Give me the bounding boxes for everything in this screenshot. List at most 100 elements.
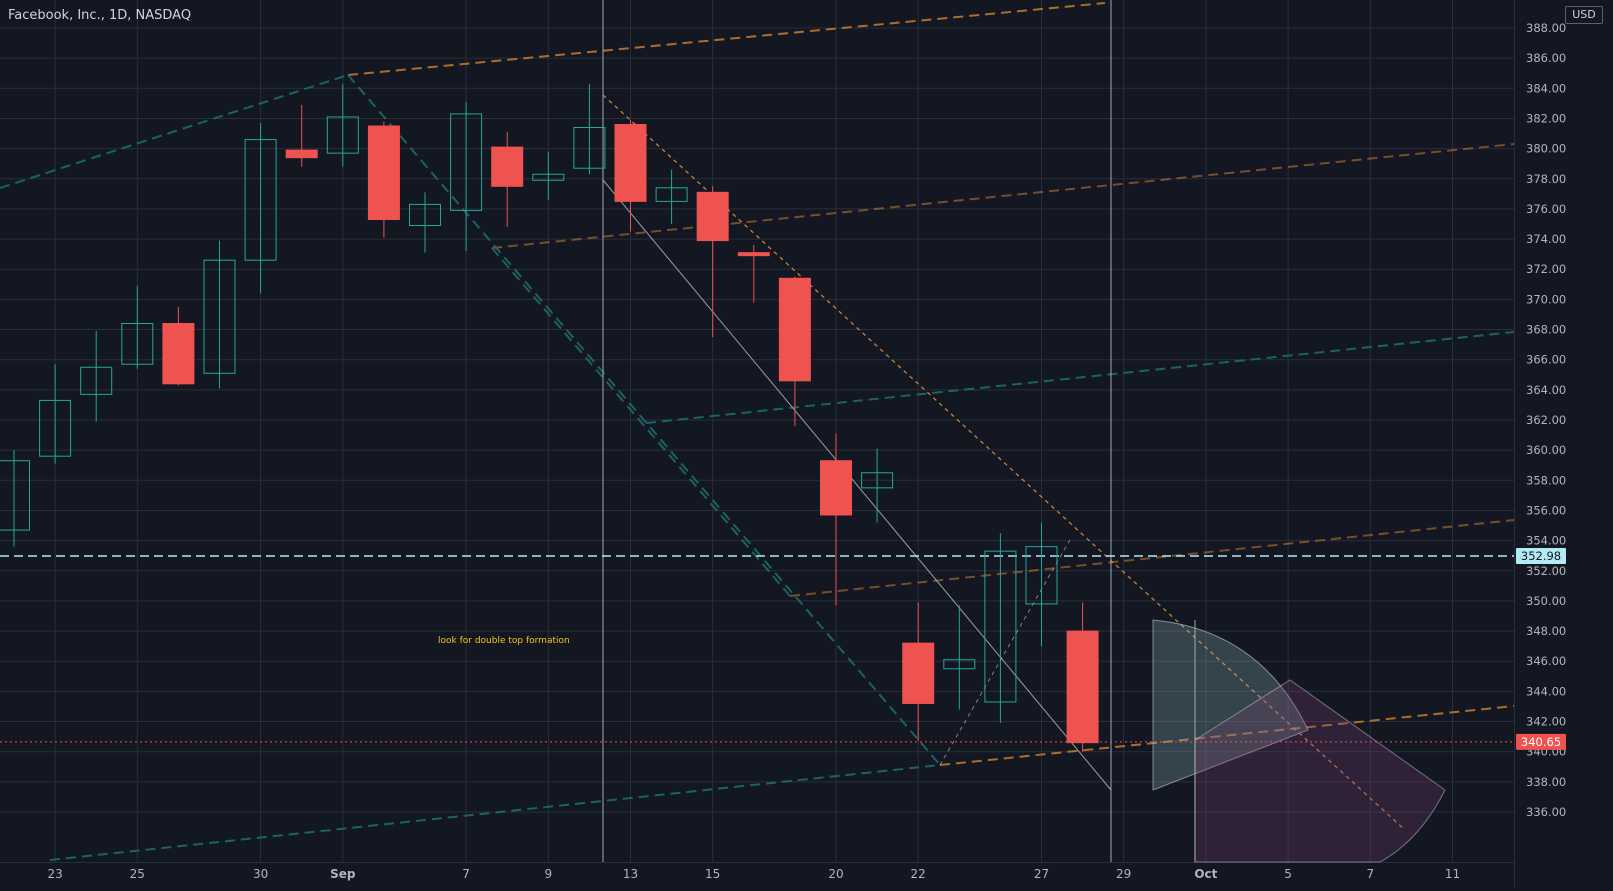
y-tick-label: 350.00 [1526,594,1566,608]
y-tick-label: 358.00 [1526,473,1566,487]
candle [326,83,359,167]
candle [409,192,441,253]
teal-dashed-line [49,764,941,861]
candle [121,285,154,369]
time-axis[interactable]: 23 25 30 Sep 7 9 13 15 20 22 27 29 Oct 5 7 11 [47,867,1460,881]
y-tick-label: 346.00 [1526,654,1566,668]
x-tick-label: 20 [828,867,843,881]
orange-dashed-line [939,705,1515,766]
y-tick-label: 376.00 [1526,202,1566,216]
y-tick-label: 360.00 [1526,443,1566,457]
y-tick-label: 344.00 [1526,684,1566,698]
candle-body [121,323,154,365]
x-tick-label: Oct [1194,867,1217,881]
fan-shape [1194,679,1446,863]
orange-dashed-line [789,519,1515,597]
candles [0,83,1099,752]
candle-body [1025,546,1058,605]
orange-dotted-trend-line [602,94,1406,831]
y-tick-label: 366.00 [1526,353,1566,367]
candle-body [737,252,770,257]
candle-body [367,125,400,220]
x-tick-label: 7 [1366,867,1374,881]
candle-body [491,146,524,187]
candle-body [39,399,72,457]
price-lines [0,555,1514,743]
candle [655,169,688,225]
x-tick-label: 5 [1284,867,1292,881]
candle [532,151,565,200]
x-tick-label: 7 [462,867,470,881]
annotation-text[interactable]: look for double top formation [438,636,570,646]
x-tick-label: Sep [330,867,356,881]
x-tick-label: 23 [47,867,62,881]
candle-body [532,173,565,181]
price-line-label-bg [1516,733,1566,750]
y-tick-label: 388.00 [1526,21,1566,35]
teal-dashed-line [491,247,791,597]
y-tick-label: 384.00 [1526,81,1566,95]
candle [450,101,483,252]
candle-body [655,187,688,202]
white-trend-line [602,179,1112,791]
candle-body [614,123,647,202]
candle-body [162,323,195,385]
candle [820,433,852,606]
currency-badge[interactable]: USD [1565,6,1603,24]
x-tick-label: 27 [1034,867,1049,881]
y-tick-label: 338.00 [1526,775,1566,789]
candle [1066,602,1099,752]
y-tick-label: 386.00 [1526,51,1566,65]
candle [943,605,976,710]
candle [80,331,113,422]
candle-body [943,659,976,670]
orange-dashed-line [347,2,1106,76]
chart-title: Facebook, Inc., 1D, NASDAQ [8,8,192,23]
candle-body [409,203,441,227]
teal-dashed-line [347,74,941,766]
price-axis[interactable]: 336.00338.00340.00342.00344.00346.00348.… [1516,21,1566,819]
y-tick-label: 374.00 [1526,232,1566,246]
candle [573,83,606,175]
candle [39,364,72,464]
fan-shape [1152,619,1309,791]
candle-body [0,460,30,531]
candle-body [285,149,318,159]
teal-dashed-line [0,74,349,189]
y-tick-label: 368.00 [1526,323,1566,337]
candle [902,602,935,742]
price-line-label: 352.98 [1521,549,1561,563]
candle [0,450,30,547]
drawings [0,0,1515,863]
candle [737,245,770,303]
candle [1025,522,1058,647]
candle-body [696,191,729,242]
orange-dashed-line [491,143,1515,249]
candle-body [861,472,894,489]
x-tick-label: 13 [623,867,638,881]
candle [203,240,236,389]
x-tick-label: 15 [705,867,720,881]
price-line-label-bg [1516,547,1566,564]
y-tick-label: 356.00 [1526,503,1566,517]
candle [491,132,524,228]
teal-dashed-line [645,331,1515,424]
y-tick-label: 362.00 [1526,413,1566,427]
white-dotted-line [939,539,1071,766]
candle-body [820,460,852,516]
candle-body [326,116,359,154]
y-tick-label: 342.00 [1526,715,1566,729]
y-tick-label: 382.00 [1526,111,1566,125]
candle [285,104,318,167]
candle [861,448,894,523]
candle-body [902,642,935,704]
y-tick-label: 364.00 [1526,383,1566,397]
candle-body [573,127,606,169]
y-tick-label: 380.00 [1526,142,1566,156]
candle [984,533,1017,724]
y-tick-label: 348.00 [1526,624,1566,638]
